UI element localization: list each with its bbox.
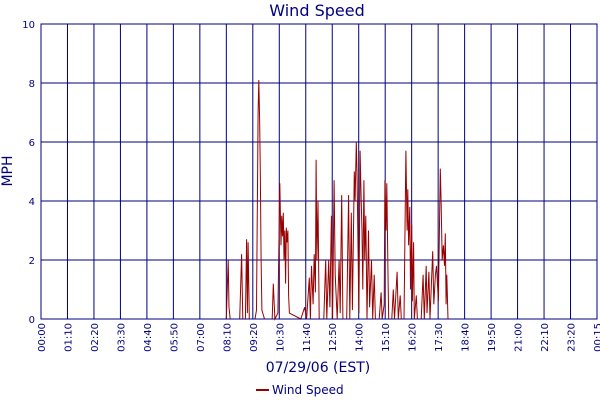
y-tick-label: 2	[29, 256, 35, 267]
x-tick-label: 07:00	[196, 323, 207, 352]
x-tick-label: 12:50	[328, 323, 339, 352]
y-tick-label: 0	[29, 315, 35, 326]
y-tick-labels: 0 2 4 6 8 10	[22, 20, 35, 326]
plot-border	[40, 23, 598, 320]
x-tick-label: 01:10	[63, 323, 74, 352]
x-tick-label: 08:10	[222, 323, 233, 352]
x-tick-label: 10:30	[275, 323, 286, 352]
legend: Wind Speed	[256, 383, 344, 397]
chart-title: Wind Speed	[269, 1, 364, 20]
x-tick-label: 17:30	[434, 323, 445, 352]
x-tick-label: 00:00	[37, 323, 48, 352]
x-axis-label: 07/29/06 (EST)	[266, 360, 371, 376]
y-tick-label: 6	[29, 138, 35, 149]
legend-label: Wind Speed	[272, 383, 344, 397]
x-tick-label: 05:50	[169, 323, 180, 352]
x-tick-label: 09:20	[249, 323, 260, 352]
x-tick-label: 15:10	[381, 323, 392, 352]
y-axis-label: MPH	[0, 155, 16, 186]
y-tick-label: 4	[29, 197, 35, 208]
x-tick-label: 14:00	[355, 323, 366, 352]
x-tick-label: 16:20	[408, 323, 419, 352]
series-layer	[41, 80, 597, 321]
x-tick-label: 23:20	[567, 323, 578, 352]
series-line-wind-speed	[41, 80, 597, 321]
x-tick-label: 19:50	[487, 323, 498, 352]
y-tick-label: 8	[29, 79, 35, 90]
x-tick-label: 02:20	[90, 323, 101, 352]
x-tick-label: 21:00	[514, 323, 525, 352]
x-tick-label: 03:30	[116, 323, 127, 352]
x-tick-label: 22:10	[540, 323, 551, 352]
x-tick-labels: 00:00 01:10 02:20 03:30 04:40 05:50 07:00 08:10…	[37, 323, 600, 352]
x-tick-label: 00:15	[593, 323, 600, 352]
x-tick-label: 04:40	[143, 323, 154, 352]
y-tick-label: 10	[22, 20, 35, 31]
axes	[40, 23, 598, 320]
x-tick-label: 11:40	[302, 323, 313, 352]
x-tick-label: 18:40	[461, 323, 472, 352]
